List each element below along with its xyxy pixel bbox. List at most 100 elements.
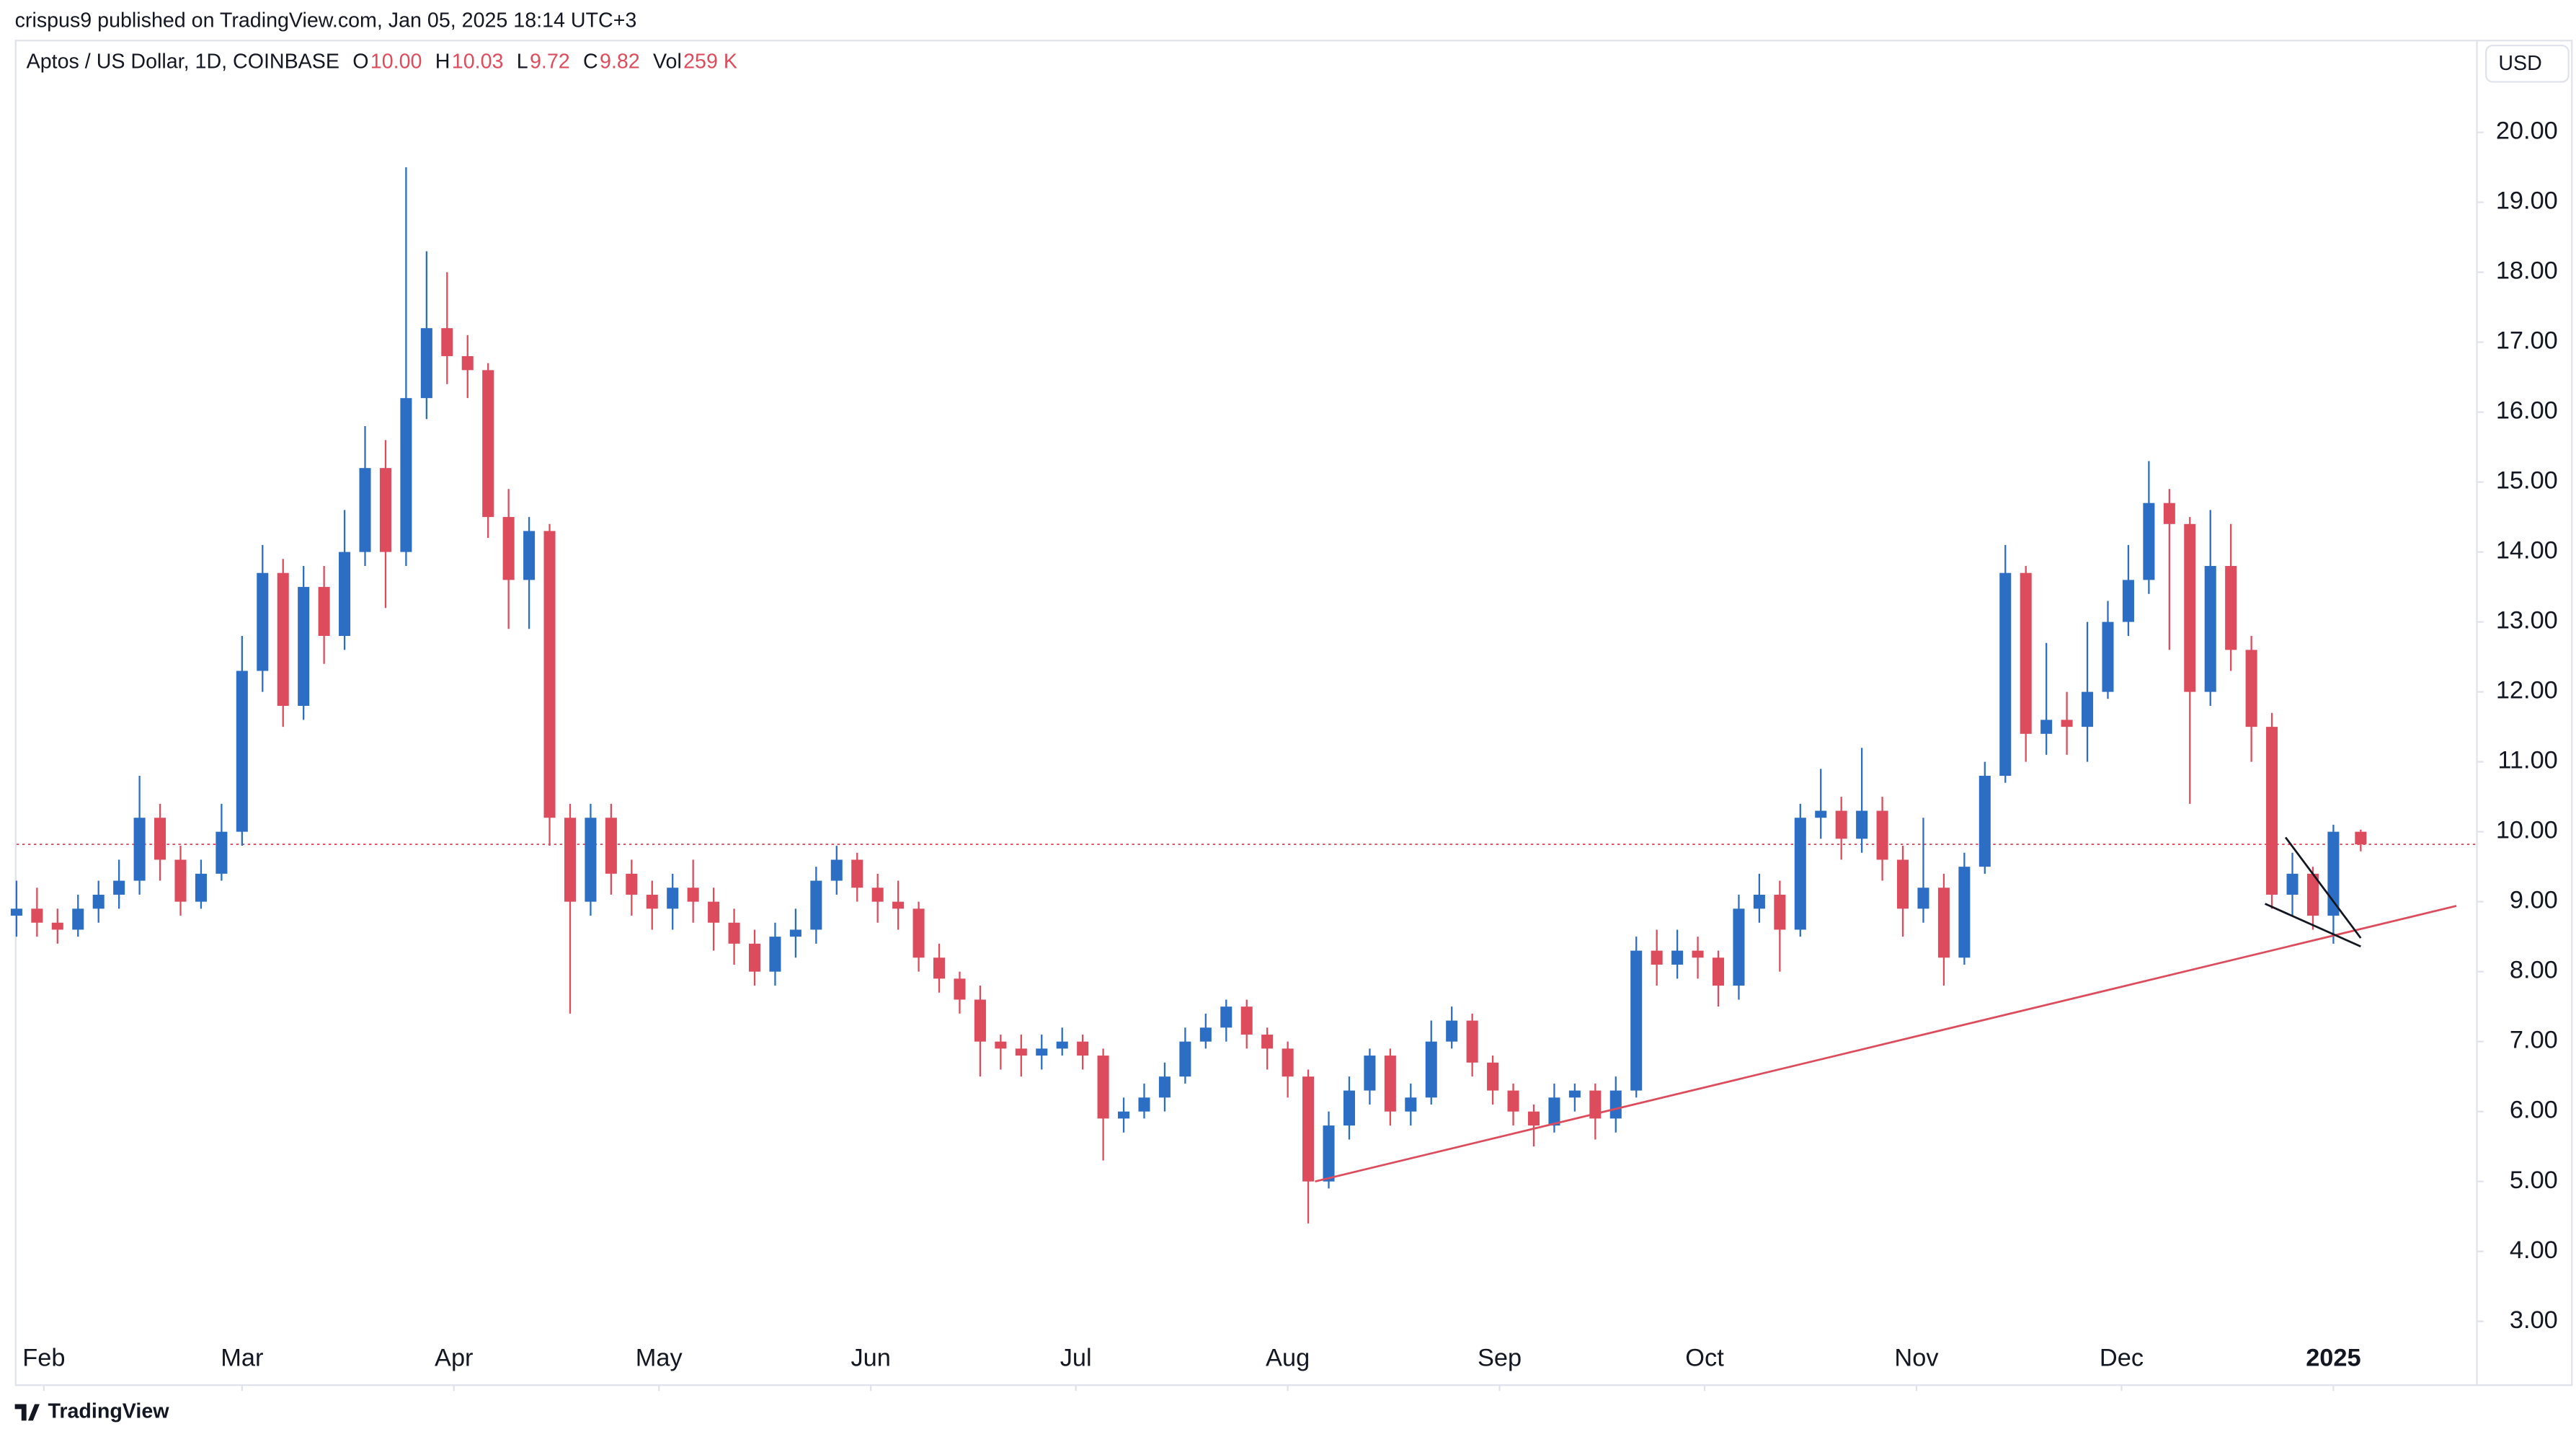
candle-body [1958,867,1971,958]
candle-body [1794,818,1806,930]
candle-body [1609,1090,1622,1119]
candle-body [1220,1007,1233,1028]
candle-body [2184,523,2196,692]
currency-box[interactable] [2484,44,2570,83]
candle-body [1527,1111,1540,1126]
y-tick-label: 12.00 [2496,677,2558,704]
candle-body [2286,873,2299,895]
trend-line [2284,836,2362,939]
footer-logo: TradingView [14,1400,169,1423]
candle-body [441,328,453,356]
trend-line [2265,903,2361,947]
candle-body [482,370,494,518]
ohlc-value: 10.03 [452,50,504,74]
candle-body [769,937,781,972]
candle-body [2020,572,2032,734]
candle-body [605,818,617,874]
candle-body [2122,580,2134,622]
candle-body [174,859,187,902]
candle-body [1999,572,2012,777]
candle-body [1364,1056,1376,1091]
candle-body [1835,810,1847,839]
candle-body [1815,810,1827,818]
candle-body [748,943,761,972]
currency[interactable]: USD [2498,52,2541,75]
candle-body [1568,1090,1581,1098]
candle-body [1077,1041,1089,1056]
candle-body [298,587,310,707]
candle-body [2143,503,2155,580]
candle-body [871,888,884,902]
candle-body [728,922,740,944]
candle-body [2355,831,2367,845]
candle-body [1425,1041,1437,1098]
symbol-title: Aptos / US Dollar, 1D, COINBASE [27,50,339,74]
candle-body [1548,1097,1560,1126]
candle-body [523,531,536,580]
candle-body [974,999,986,1042]
x-tick-label: Aug [1266,1345,1310,1372]
y-tick-label: 11.00 [2497,747,2557,774]
candle-body [1199,1027,1212,1042]
candle-body [687,888,699,902]
y-tick-label: 17.00 [2496,327,2558,355]
x-tick-label: Jul [1060,1345,1092,1372]
candle-body [1978,776,1991,867]
candle-body [1671,950,1684,965]
candle-body [1261,1034,1274,1049]
candle-body [830,859,843,881]
candle-body [2102,621,2114,692]
ohlc-label: H [435,50,450,74]
candle-body [2327,831,2340,916]
x-tick-label: Feb [22,1345,65,1372]
candle-body [1876,810,1888,860]
candle-body [216,831,228,874]
candle-body [400,398,412,552]
ohlc-label: C [583,50,598,74]
x-tick-label: Oct [1685,1345,1724,1372]
ohlc-value: 10.00 [370,50,422,74]
candle-body [789,929,801,937]
candle-body [1753,894,1765,909]
candle-body [31,908,43,923]
candle-body [318,587,330,636]
candle-body [2061,720,2073,727]
y-tick-label: 7.00 [2510,1027,2558,1054]
x-tick-label: Mar [221,1345,263,1372]
candle-body [1323,1125,1335,1182]
candle-body [195,873,207,902]
footer-text: TradingView [48,1400,169,1423]
candle-body [502,517,515,580]
y-tick-label: 3.00 [2510,1306,2558,1334]
candle-body [1692,950,1704,958]
candle-body [1937,888,1950,958]
candle-body [626,873,638,895]
x-tick-label: Nov [1894,1345,1939,1372]
candle-body [1487,1062,1499,1091]
x-tick-label: Dec [2100,1345,2144,1372]
candle-body [564,818,576,902]
candle-body [954,978,966,1000]
candle-body [379,468,391,552]
candle-body [1302,1076,1315,1182]
candle-body [420,328,432,399]
x-tick-label: Apr [435,1345,473,1372]
candle-body [1240,1007,1253,1035]
candle-body [2163,503,2175,524]
candle-body [1897,859,1909,909]
candle-body [2225,565,2237,650]
x-tick-label: May [636,1345,683,1372]
candle-body [995,1041,1007,1049]
trend-line [1315,905,2457,1183]
candle-body [1036,1048,1048,1056]
candle-body [851,859,863,888]
candle-body [1282,1048,1294,1077]
y-tick-label: 8.00 [2510,957,2558,984]
candle-body [585,818,597,902]
logo-mark [14,1404,40,1421]
x-tick-label: Sep [1478,1345,1522,1372]
candle-body [1630,950,1643,1091]
ohlc-label: L [517,50,528,74]
candle-body [10,908,22,916]
